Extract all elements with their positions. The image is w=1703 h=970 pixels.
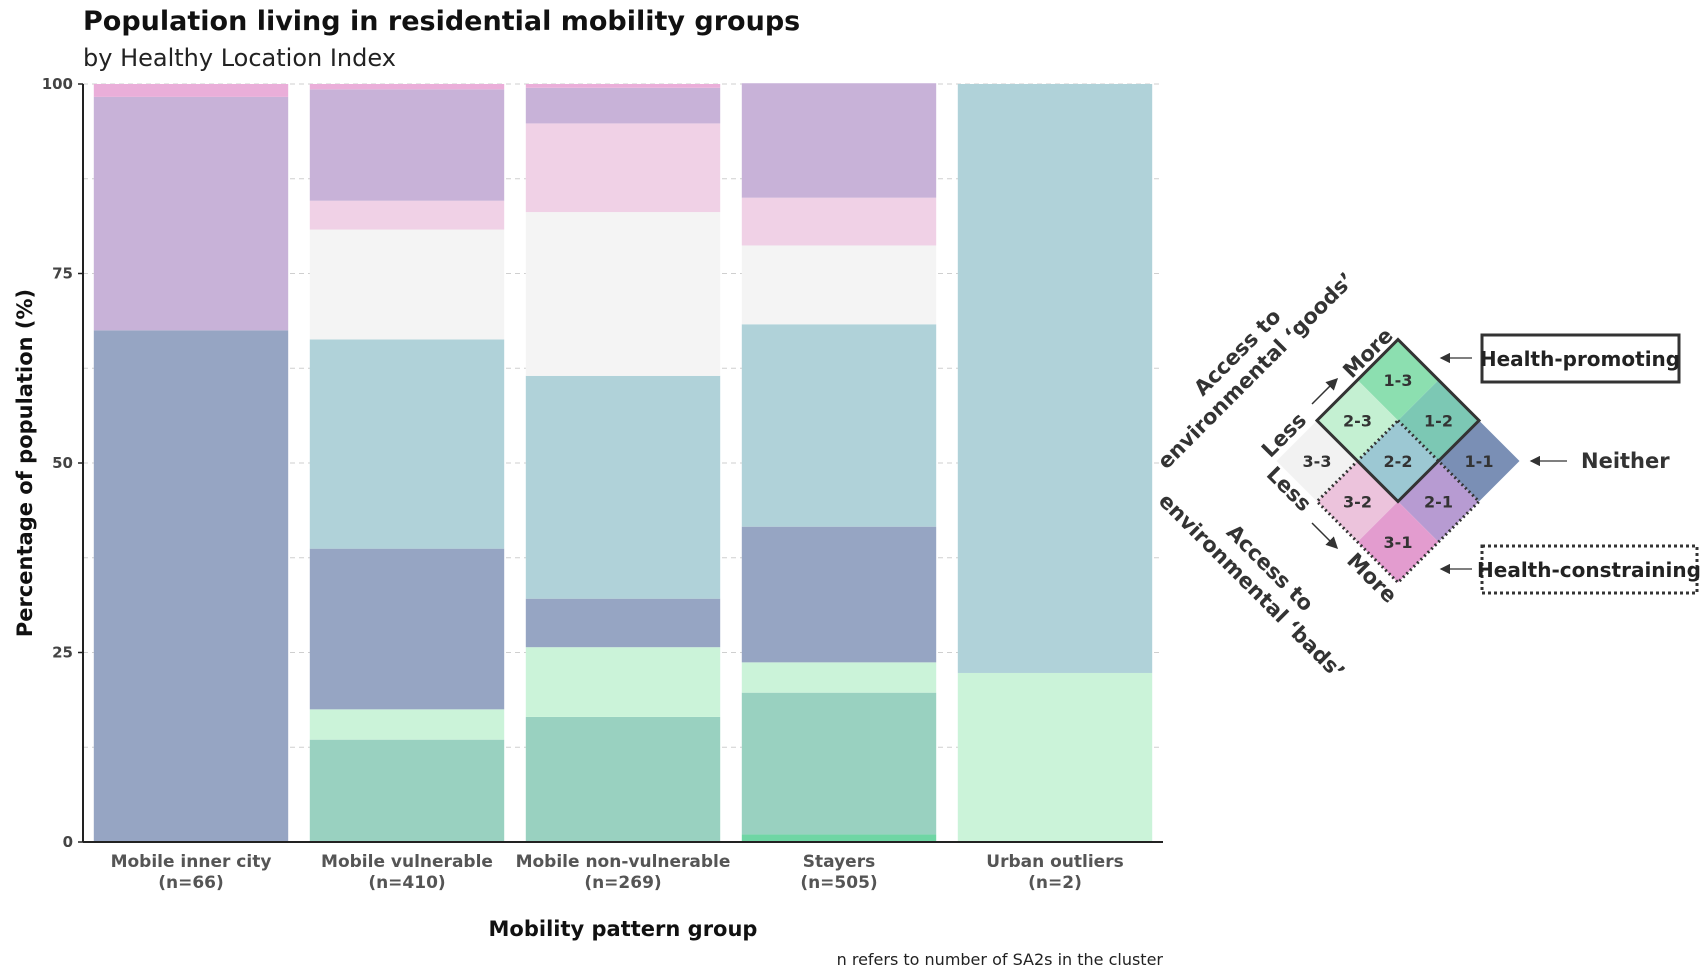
x-tick-label: Stayers (803, 852, 875, 872)
bar-segment-2-1 (309, 89, 505, 201)
legend-cell-label: 2-2 (1384, 452, 1413, 471)
y-tick-label: 75 (52, 265, 73, 283)
y-tick-label: 0 (63, 833, 73, 851)
bar-segment-3-3 (309, 229, 505, 340)
legend-cell-label: 1-3 (1384, 371, 1413, 390)
bar-segment-3-3 (525, 212, 721, 376)
bar-segment-2-2 (309, 339, 505, 549)
neither-label: Neither (1581, 449, 1670, 473)
health-promoting-label: Health-promoting (1480, 347, 1680, 371)
health-constraining-box (1480, 544, 1699, 595)
legend-cell-label: 2-1 (1424, 493, 1453, 512)
bads-arrow (1311, 522, 1339, 550)
y-tick-labels: 0 25 50 75 100 (42, 75, 83, 851)
bar-segment-2-2 (741, 324, 937, 527)
bar-segment-1-3 (741, 834, 937, 842)
legend-cell-label: 3-2 (1343, 493, 1372, 512)
y-tick-label: 50 (52, 454, 73, 472)
chart-subtitle: by Healthy Location Index (83, 44, 396, 72)
bar-segment-2-3 (741, 662, 937, 693)
goods-arrow (1311, 377, 1339, 405)
x-tick-label: Mobile vulnerable (321, 852, 493, 872)
health-constraining-label: Health-constraining (1477, 558, 1701, 582)
bar-segment-2-1 (93, 96, 289, 331)
bar-segment-2-1 (525, 87, 721, 124)
x-tick-label: (n=505) (800, 873, 877, 893)
bar-segment-1-1 (741, 526, 937, 663)
health-promoting-box (1480, 333, 1681, 384)
bar-segment-1-1 (93, 330, 289, 842)
health-promoting-outline (1314, 337, 1482, 504)
y-axis-title: Percentage of population (%) (13, 289, 37, 637)
health-constraining-outline (1314, 418, 1482, 585)
bar-segment-3-2 (309, 200, 505, 230)
legend-cell-label: 1-2 (1424, 412, 1453, 431)
bar-segment-3-3 (741, 245, 937, 325)
legend-cell-label: 3-1 (1384, 533, 1413, 552)
bar-segment-3-1 (309, 84, 505, 90)
bar-segment-1-1 (525, 598, 721, 648)
bar-segment-2-1 (741, 83, 937, 198)
bar-segment-1-1 (309, 548, 505, 710)
bar-segment-1-2 (525, 716, 721, 842)
chart-title: Population living in residential mobilit… (83, 6, 801, 37)
x-tick-label: Urban outliers (986, 852, 1123, 872)
bads-axis-label-2: environmental ‘bads’ (1154, 489, 1349, 684)
x-axis-title: Mobility pattern group (489, 917, 758, 941)
bars (93, 83, 1153, 842)
legend-cell-label: 3-3 (1303, 452, 1332, 471)
footnote: n refers to number of SA2s in the cluste… (837, 950, 1164, 969)
x-tick-label: Mobile non-vulnerable (516, 852, 731, 872)
bar-segment-2-2 (957, 84, 1153, 673)
y-tick-label: 100 (42, 75, 73, 93)
y-tick-label: 25 (52, 644, 73, 662)
bar-segment-1-2 (741, 692, 937, 835)
bar-segment-2-3 (525, 647, 721, 717)
bar-segment-2-3 (957, 672, 1153, 842)
x-tick-label: (n=269) (584, 873, 661, 893)
bar-segment-3-2 (741, 197, 937, 246)
x-tick-label: Mobile inner city (111, 852, 272, 872)
x-tick-labels: Mobile inner city(n=66) Mobile vulnerable… (111, 852, 1124, 893)
bar-segment-2-3 (309, 709, 505, 740)
bar-segment-2-2 (525, 375, 721, 599)
legend-cell-label: 2-3 (1343, 412, 1372, 431)
x-tick-label: (n=410) (368, 873, 445, 893)
x-tick-label: (n=66) (158, 873, 224, 893)
bar-segment-1-2 (309, 739, 505, 842)
bar-segment-3-1 (93, 84, 289, 97)
x-tick-label: (n=2) (1028, 873, 1082, 893)
legend-cell-label: 1-1 (1465, 452, 1494, 471)
bar-segment-3-1 (525, 84, 721, 88)
bar-segment-3-2 (525, 123, 721, 213)
